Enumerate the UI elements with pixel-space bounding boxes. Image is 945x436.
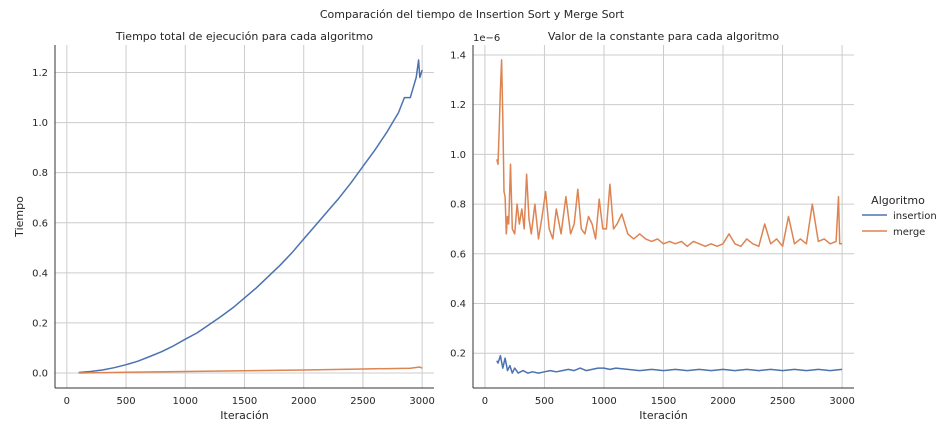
x-tick-label: 500	[117, 396, 136, 407]
y-tick-label: 0.0	[32, 368, 48, 379]
right-grid	[473, 45, 854, 388]
left-panel-title: Tiempo total de ejecución para cada algo…	[115, 30, 374, 43]
left-panel: 0 500 1000 1500 2000 2500 3000 0.0 0.2 0.4 0.6 0.8 1…	[13, 30, 435, 422]
right-ticks: 0 500 1000 1500 2000 2500 3000 0.2 0.4 0.6 0.8 1.0 1…	[450, 50, 855, 407]
figure-title: Comparación del tiempo de Insertion Sort…	[320, 8, 625, 21]
right-axes	[472, 45, 854, 389]
right-series	[496, 59, 843, 374]
y-tick-label: 0.2	[32, 318, 48, 329]
x-tick-label: 1000	[173, 396, 198, 407]
y-tick-label: 0.6	[450, 249, 466, 260]
x-tick-label: 1500	[651, 396, 676, 407]
y-tick-label: 0.4	[32, 268, 48, 279]
right-panel-title: Valor de la constante para cada algoritm…	[548, 30, 779, 43]
series-line-insertion	[496, 354, 843, 374]
left-grid	[55, 45, 434, 388]
y-tick-label: 0.8	[450, 200, 466, 211]
left-series	[78, 59, 423, 374]
x-tick-label: 3000	[409, 396, 434, 407]
y-tick-label: 0.4	[450, 299, 466, 310]
legend-title: Algoritmo	[871, 194, 925, 207]
x-tick-label: 0	[64, 396, 70, 407]
x-tick-label: 1000	[591, 396, 616, 407]
x-tick-label: 2000	[710, 396, 735, 407]
right-y-offset-text: 1e−6	[473, 33, 500, 44]
left-axes	[54, 45, 434, 389]
legend-label-merge: merge	[893, 227, 925, 238]
y-tick-label: 1.4	[450, 50, 466, 61]
series-line-merge	[78, 366, 423, 374]
y-tick-label: 1.2	[32, 68, 48, 79]
series-line-insertion	[78, 59, 423, 374]
left-ticks: 0 500 1000 1500 2000 2500 3000 0.0 0.2 0.4 0.6 0.8 1…	[32, 68, 435, 407]
y-tick-label: 1.2	[450, 100, 466, 111]
x-tick-label: 1500	[232, 396, 257, 407]
y-tick-label: 0.6	[32, 218, 48, 229]
x-tick-label: 3000	[829, 396, 854, 407]
y-tick-label: 1.0	[32, 118, 48, 129]
x-tick-label: 2500	[350, 396, 375, 407]
y-tick-label: 0.8	[32, 168, 48, 179]
left-x-axis-label: Iteración	[220, 409, 268, 422]
series-line-merge	[496, 59, 843, 248]
x-tick-label: 2500	[770, 396, 795, 407]
x-tick-label: 0	[482, 396, 488, 407]
y-tick-label: 1.0	[450, 150, 466, 161]
right-x-axis-label: Iteración	[639, 409, 687, 422]
x-tick-label: 500	[535, 396, 554, 407]
legend-label-insertion: insertion	[893, 211, 937, 222]
y-tick-label: 0.2	[450, 349, 466, 360]
legend: Algoritmo insertion merge	[862, 194, 937, 238]
right-panel: 0 500 1000 1500 2000 2500 3000 0.2 0.4 0.6 0.8 1.0 1…	[450, 30, 855, 422]
x-tick-label: 2000	[291, 396, 316, 407]
left-y-axis-label: Tiempo	[13, 196, 26, 238]
